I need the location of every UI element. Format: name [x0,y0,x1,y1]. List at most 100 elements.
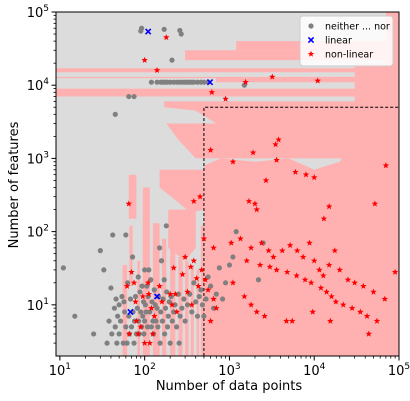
data-point [151,312,158,319]
data-point [146,339,154,346]
data-point [148,277,154,283]
data-point [128,324,135,330]
data-point [162,305,169,311]
data-point [226,262,233,268]
data-point [97,248,103,254]
data-point [153,318,159,324]
data-point [198,266,205,273]
data-point [207,317,214,324]
series-linear [127,28,214,316]
y-tick-label: 105 [27,4,49,21]
data-point [163,223,169,229]
data-point [351,279,358,286]
data-point [336,266,343,273]
data-point [173,324,180,330]
pink-region [56,68,399,73]
data-point [158,309,164,315]
data-point [258,239,265,246]
data-point [164,324,171,330]
data-point [195,282,202,289]
data-point [144,283,150,289]
data-point [126,330,133,337]
data-point [137,289,143,295]
data-point [191,280,197,286]
data-point [144,279,152,286]
data-point [172,290,179,297]
data-point [228,239,235,246]
data-point [122,309,128,315]
data-point [189,309,195,315]
y-tick-label: 102 [27,224,49,241]
data-point [116,331,122,337]
data-point [134,305,140,311]
data-point [265,247,272,254]
data-point [288,317,296,324]
data-point [256,261,264,268]
x-tick-label: 101 [49,362,71,379]
data-point [156,282,163,289]
data-point [188,301,196,308]
data-point [141,331,147,337]
data-point [210,295,217,302]
data-point [172,302,178,308]
data-point [360,282,367,289]
data-point [316,266,323,273]
data-point [153,293,161,300]
data-point [301,276,309,283]
data-point [370,288,377,295]
data-point [184,302,191,308]
data-point [194,313,201,319]
data-point [273,266,280,273]
data-point [108,285,114,291]
data-point [146,267,152,273]
data-point [273,156,280,163]
data-point [72,313,78,319]
data-point [210,244,217,251]
data-point [135,330,142,337]
data-point [200,235,208,242]
data-point [269,73,276,80]
data-point [124,340,130,346]
data-point [135,274,141,280]
data-point [247,301,255,308]
data-point [128,268,135,275]
data-point [110,232,116,238]
data-point [261,312,268,319]
data-point [344,276,352,283]
data-point [169,57,175,63]
legend-marker [307,36,315,44]
data-point [196,293,202,300]
data-point [307,279,315,286]
data-point [142,318,148,324]
data-point [242,78,249,85]
data-point [241,293,248,300]
data-point [190,257,198,264]
data-point [158,258,165,264]
pink-region [56,76,399,83]
pink-region [56,88,399,97]
data-point [181,296,187,302]
pink-region [170,247,176,356]
data-point [132,293,139,300]
data-point [173,308,181,315]
data-point [302,171,310,178]
data-point [181,253,189,260]
data-point [365,330,373,337]
data-point [320,272,327,279]
data-point [190,197,198,204]
data-point [154,79,160,85]
legend-label: non-linear [325,50,373,61]
data-point [115,313,121,319]
data-point [142,267,148,273]
data-point [270,253,277,260]
data-point [233,229,239,235]
data-point [156,245,163,251]
legend-label: linear [325,36,352,47]
data-point [119,293,125,300]
data-point [251,200,259,207]
data-point [120,340,126,346]
y-tick-label: 104 [27,77,50,94]
x-tick-label: 102 [134,362,156,379]
data-point [283,268,291,275]
